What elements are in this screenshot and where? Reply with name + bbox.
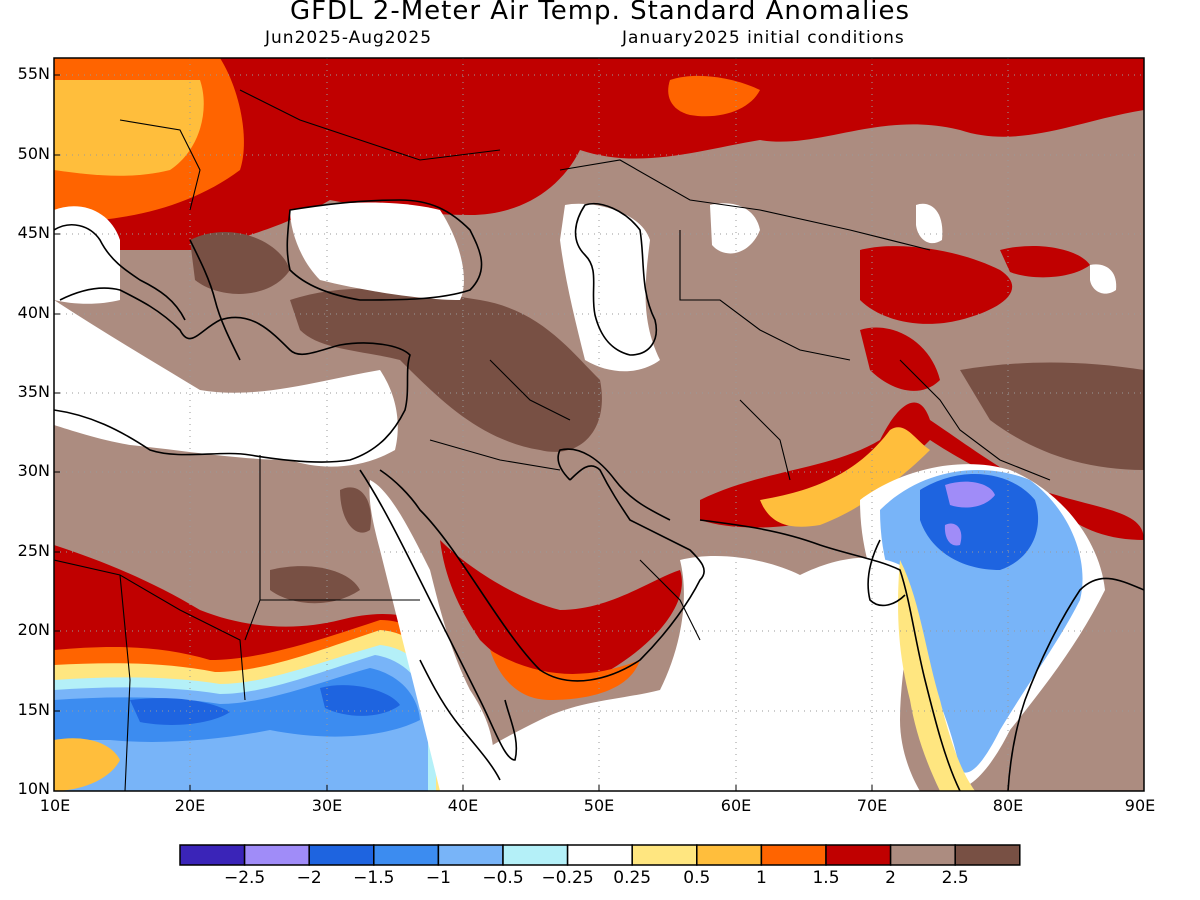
colorbar-swatch: [502, 844, 569, 866]
lon-label-90e: 90E: [1124, 796, 1156, 815]
colorbar-label: 0.25: [613, 868, 652, 888]
colorbar-label: −0.25: [541, 868, 594, 888]
colorbar-swatch: [566, 844, 633, 866]
lon-label-60e: 60E: [720, 796, 752, 815]
anomaly-fill: [54, 58, 1144, 791]
lat-label-50n: 50N: [17, 144, 50, 163]
forecast-period: Jun2025-Aug2025: [265, 28, 433, 48]
coastlines: [54, 199, 1144, 791]
colorbar-swatch: [243, 844, 310, 866]
colorbar-label: −1: [425, 868, 451, 888]
lon-label-50e: 50E: [583, 796, 615, 815]
lat-label-15n: 15N: [17, 700, 50, 719]
lat-label-25n: 25N: [17, 541, 50, 560]
axis-ticks: [54, 74, 1009, 791]
colorbar-swatch: [437, 844, 504, 866]
map-title: GFDL 2-Meter Air Temp. Standard Anomalie…: [289, 0, 911, 26]
lat-label-35n: 35N: [17, 382, 50, 401]
initial-conditions: January2025 initial conditions: [622, 28, 905, 48]
lon-label-40e: 40E: [447, 796, 479, 815]
colorbar: [179, 844, 1021, 866]
colorbar-label: −1.5: [353, 868, 395, 888]
lon-label-80e: 80E: [992, 796, 1024, 815]
lat-label-30n: 30N: [17, 461, 50, 480]
colorbar-label: −2.5: [223, 868, 266, 888]
colorbar-swatch: [825, 844, 892, 866]
colorbar-swatch: [631, 844, 698, 866]
lat-label-20n: 20N: [17, 620, 50, 639]
colorbar-label: 2: [885, 868, 897, 888]
lat-label-55n: 55N: [17, 64, 50, 83]
colorbar-label: 2.5: [941, 868, 969, 888]
grid-lines: [54, 58, 1144, 791]
colorbar-swatch: [373, 844, 440, 866]
colorbar-label: −0.5: [482, 868, 524, 888]
lon-label-10e: 10E: [39, 796, 71, 815]
colorbar-swatch: [760, 844, 827, 866]
colorbar-swatch: [308, 844, 375, 866]
colorbar-label: −2: [296, 868, 322, 888]
lon-label-20e: 20E: [174, 796, 206, 815]
colorbar-swatch: [954, 844, 1021, 866]
colorbar-swatch: [696, 844, 763, 866]
colorbar-swatch: [179, 844, 246, 866]
lat-label-10n: 10N: [17, 779, 50, 798]
lon-label-70e: 70E: [856, 796, 888, 815]
colorbar-label: 0.5: [683, 868, 711, 888]
colorbar-swatch: [889, 844, 956, 866]
colorbar-label: 1: [755, 868, 767, 888]
lat-label-40n: 40N: [17, 303, 50, 322]
lon-label-30e: 30E: [311, 796, 343, 815]
borders: [54, 89, 1051, 791]
lat-label-45n: 45N: [17, 223, 50, 242]
colorbar-label: 1.5: [812, 868, 840, 888]
